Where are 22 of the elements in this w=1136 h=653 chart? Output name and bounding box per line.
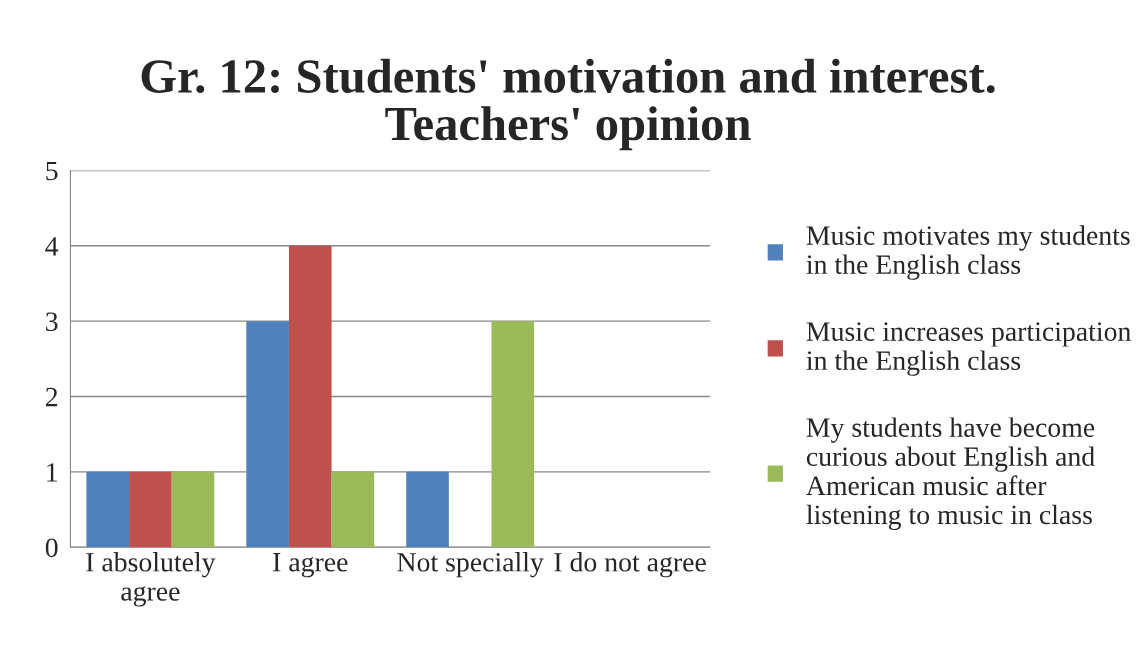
legend-label: My students have become curious about English and American music after listening to music in class <box>806 417 1095 530</box>
y-tick-label: 3 <box>46 312 58 332</box>
bar <box>129 471 172 548</box>
bar <box>406 471 449 548</box>
x-tick-label: I absolutely agree <box>86 552 216 607</box>
x-tick-label: I do not agree <box>554 552 706 578</box>
y-tick-label: 4 <box>45 237 59 256</box>
bar <box>491 321 535 548</box>
bar <box>171 471 215 548</box>
bar <box>246 321 289 548</box>
y-tick-label: 5 <box>46 161 58 181</box>
x-tick-label: I agree <box>273 553 348 578</box>
legend-label: Music motivates my students in the English class <box>806 225 1130 280</box>
x-tick-label: Not specially <box>397 552 544 578</box>
chart-title: Gr. 12: Students' motivation and interest. Teachers' opinion <box>141 58 995 151</box>
y-tick-label: 1 <box>47 463 57 482</box>
bar <box>331 471 375 548</box>
bar <box>288 245 332 548</box>
legend-label: Music increases participation in the English class <box>806 322 1131 376</box>
y-tick-label: 0 <box>45 538 58 558</box>
y-tick-label: 2 <box>45 387 58 407</box>
bar <box>86 471 130 548</box>
